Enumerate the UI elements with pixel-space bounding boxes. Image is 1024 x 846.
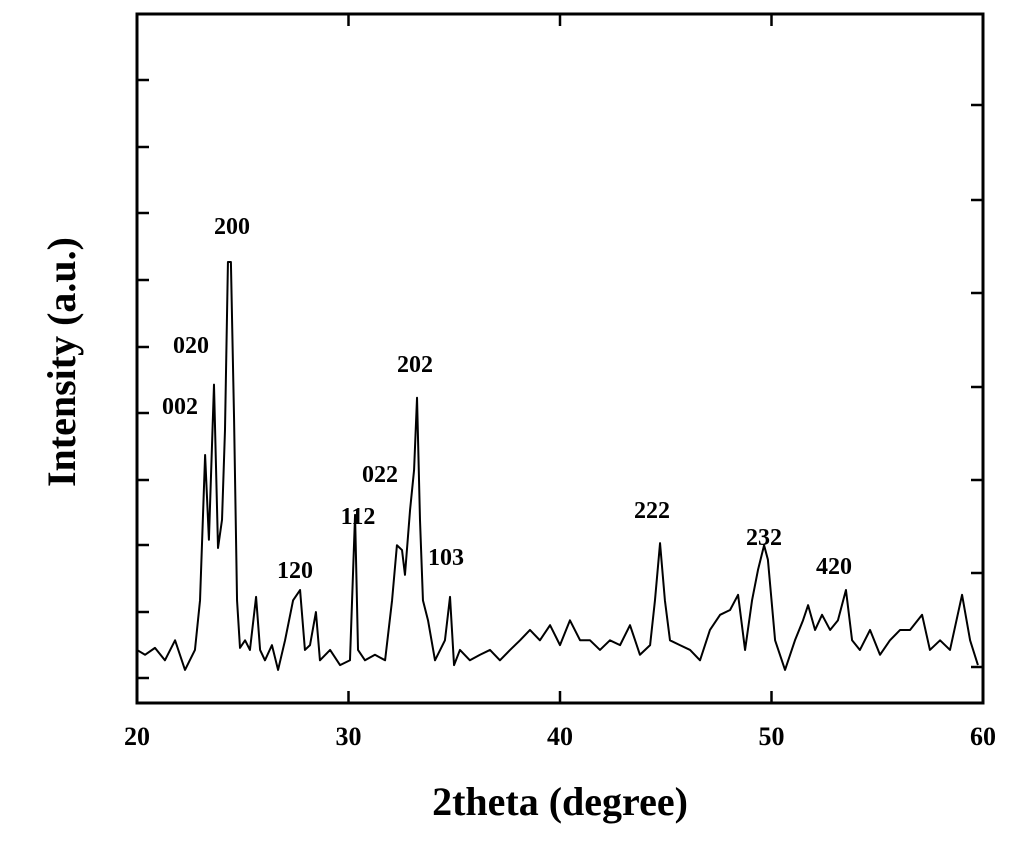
peak-label: 232 [746,525,782,551]
peak-label: 020 [173,333,209,359]
x-tick-label: 40 [547,722,573,751]
data-line [136,261,979,671]
x-axis-title: 2theta (degree) [432,779,688,824]
peak-label: 103 [428,545,464,571]
y-axis-title: Intensity (a.u.) [39,237,84,487]
x-tick-label: 50 [759,722,785,751]
x-tick-label: 20 [124,722,150,751]
peak-label: 002 [162,394,198,420]
peak-label: 112 [341,504,376,530]
peak-label: 200 [214,214,250,240]
peak-label: 120 [277,558,313,584]
plot-frame [135,12,985,705]
y-minor-ticks [137,78,983,680]
peak-label: 222 [634,498,670,524]
x-tick-label: 60 [970,722,996,751]
peak-label: 420 [816,554,852,580]
x-tick-label: 30 [336,722,362,751]
peak-label: 022 [362,462,398,488]
peak-label: 202 [397,352,433,378]
